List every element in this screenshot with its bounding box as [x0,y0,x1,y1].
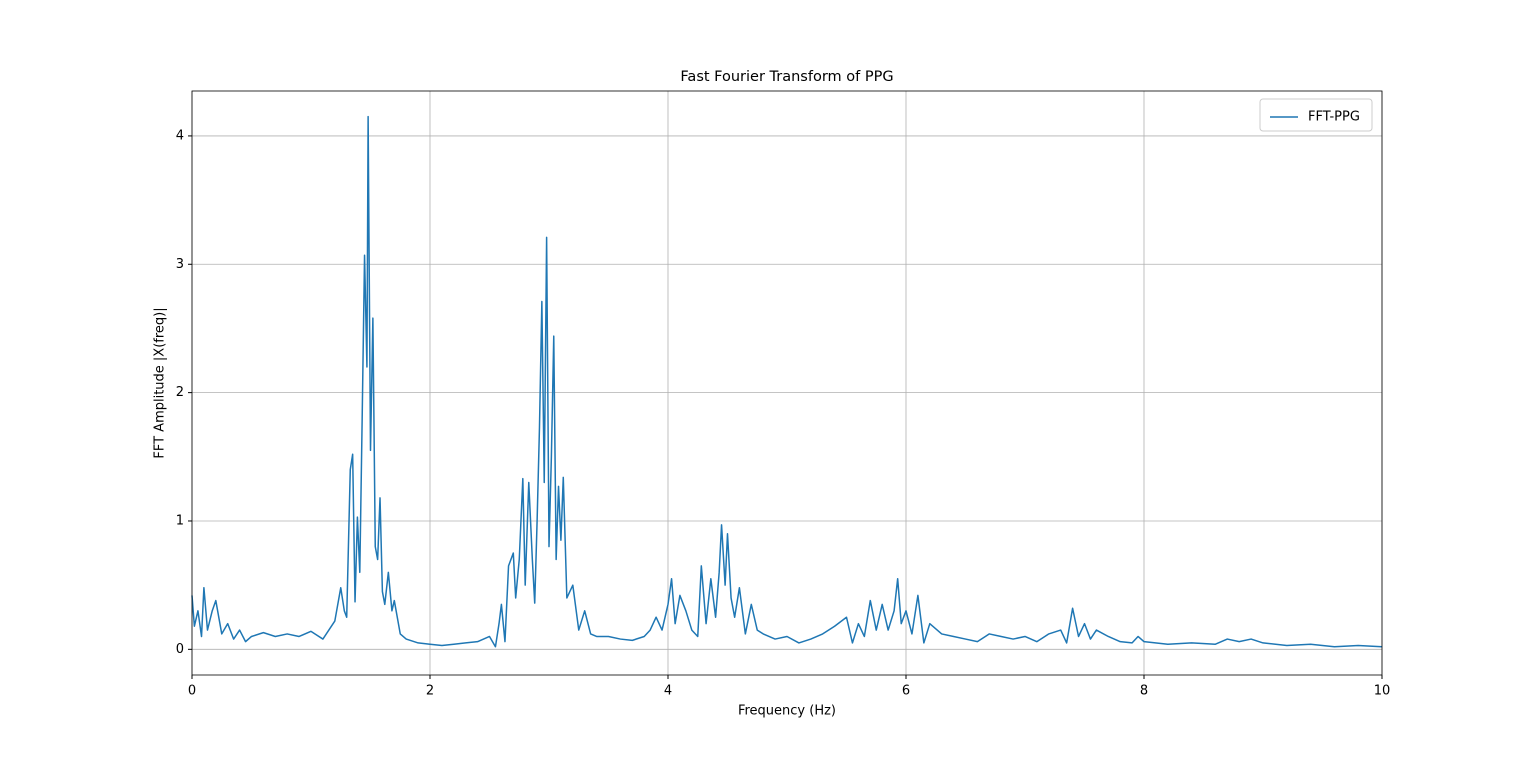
x-tick-label: 10 [1374,684,1391,699]
legend-box [1259,98,1373,132]
x-tick-label: 8 [1140,684,1148,699]
y-tick-label: 2 [176,385,184,400]
y-tick-label: 4 [176,128,184,143]
y-axis-label: FFT Amplitude |X(freq)| [153,307,168,458]
x-axis-label: Frequency (Hz) [738,704,836,719]
axes-frame [191,90,1383,676]
data-line [191,115,1383,648]
chart-title: Fast Fourier Transform of PPG [680,69,893,85]
x-tick-label: 2 [426,684,434,699]
x-tick-label: 4 [664,684,672,699]
y-tick-label: 1 [176,513,184,528]
y-tick-label: 3 [176,257,184,272]
x-tick-label: 6 [902,684,910,699]
legend-label: FFT-PPG [1308,110,1360,125]
y-tick-label: 0 [176,642,184,657]
x-tick-label: 0 [188,684,196,699]
